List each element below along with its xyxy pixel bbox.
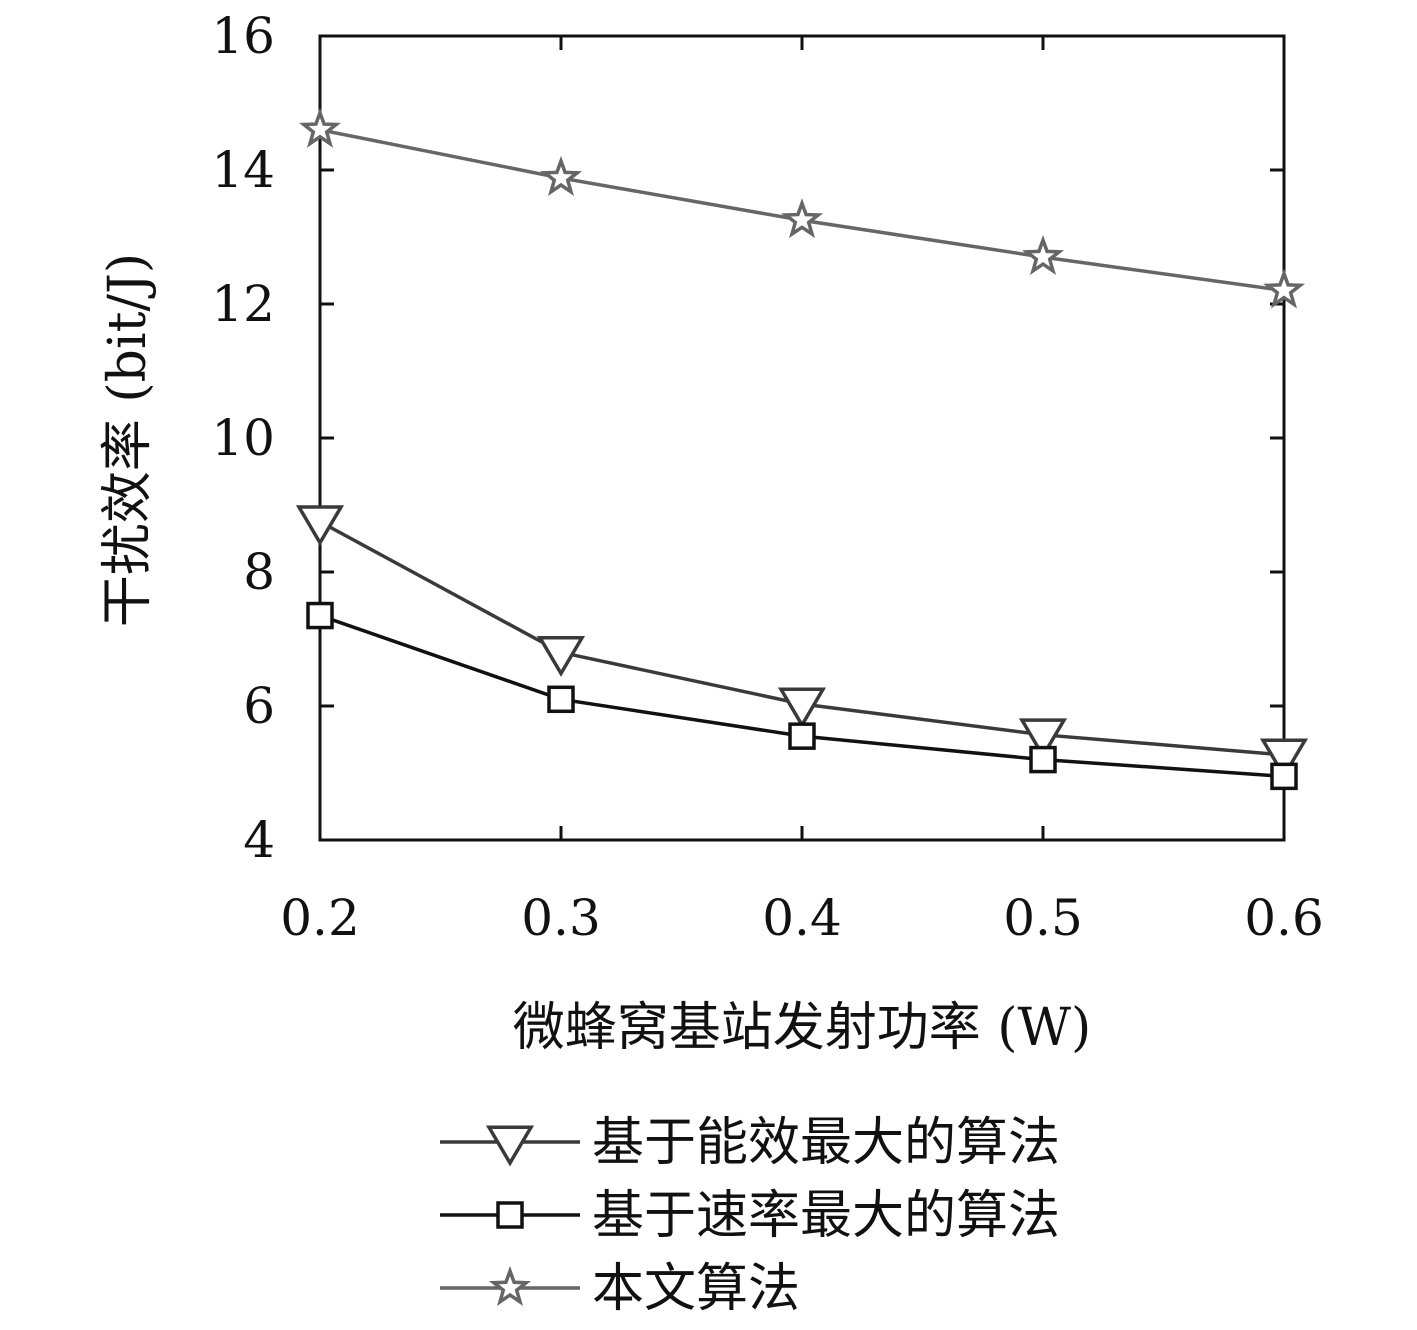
- legend-item: 基于速率最大的算法: [440, 1186, 1060, 1246]
- legend-label: 基于能效最大的算法: [592, 1113, 1060, 1173]
- data-point: [306, 601, 334, 630]
- y-axis-title: 干扰效率 (bit/J): [98, 253, 158, 627]
- legend-item: 本文算法: [440, 1259, 800, 1319]
- data-point: [1021, 234, 1065, 276]
- data-point: [298, 107, 342, 148]
- legend-item: 基于能效最大的算法: [440, 1113, 1060, 1173]
- series-2: [306, 601, 1298, 791]
- y-tick-label: 8: [243, 543, 275, 601]
- x-axis-ticks: 0.2 0.3 0.4 0.5 0.6: [280, 36, 1324, 947]
- x-tick-label: 0.2: [280, 889, 360, 947]
- y-tick-label: 4: [243, 811, 275, 869]
- data-point: [1262, 268, 1306, 309]
- data-point: [788, 722, 816, 750]
- x-tick-label: 0.5: [1003, 889, 1083, 947]
- x-axis-title: 微蜂窝基站发射功率 (W): [513, 998, 1092, 1058]
- data-point: [1029, 745, 1057, 774]
- y-tick-label: 6: [243, 677, 275, 735]
- legend-label: 本文算法: [592, 1259, 800, 1319]
- series-3: [298, 107, 1306, 309]
- legend-marker: [485, 1125, 535, 1167]
- data-point: [1259, 738, 1309, 780]
- x-tick-label: 0.6: [1244, 889, 1324, 947]
- y-tick-label: 12: [211, 275, 275, 333]
- x-tick-label: 0.4: [762, 889, 842, 947]
- x-tick-label: 0.3: [521, 889, 601, 947]
- series-layer: [295, 107, 1309, 791]
- data-point: [780, 198, 824, 239]
- data-point: [1270, 762, 1298, 791]
- data-point: [536, 635, 586, 677]
- y-tick-label: 16: [211, 7, 275, 65]
- legend-marker: [496, 1201, 524, 1229]
- data-point: [295, 505, 345, 547]
- legend-marker: [488, 1265, 532, 1306]
- y-tick-label: 10: [211, 409, 275, 467]
- legend-label: 基于速率最大的算法: [592, 1186, 1060, 1246]
- y-tick-label: 14: [211, 141, 275, 199]
- y-axis-ticks: 4 6 8 10 12 14 16: [211, 7, 1284, 869]
- data-point: [1018, 718, 1068, 760]
- series-1: [295, 505, 1309, 780]
- data-point: [777, 687, 827, 729]
- data-point: [539, 155, 583, 196]
- data-point: [547, 685, 575, 714]
